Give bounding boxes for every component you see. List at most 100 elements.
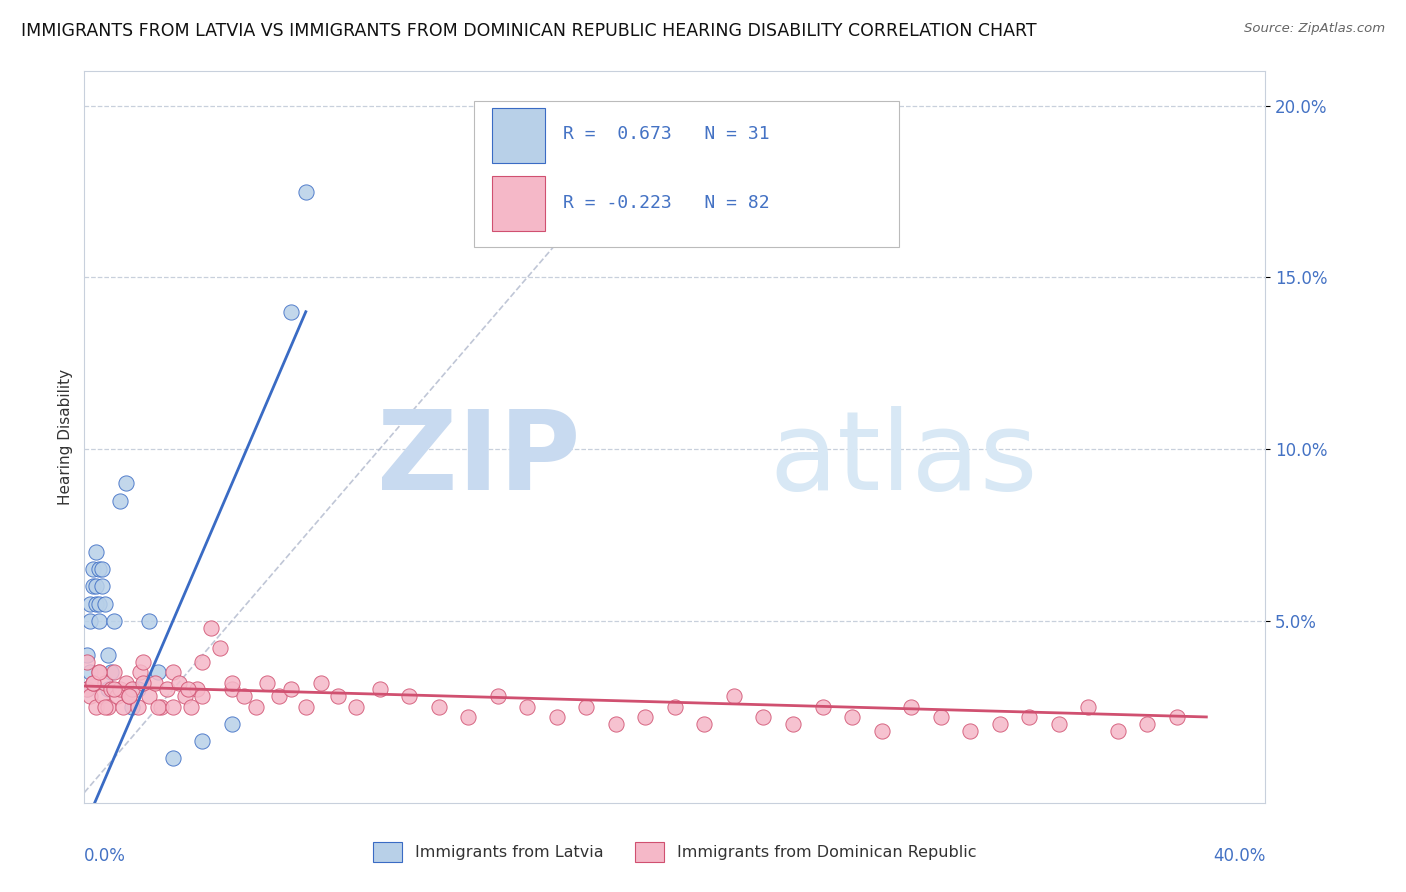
Point	[368, 682, 391, 697]
Point	[97, 648, 120, 662]
Text: ZIP: ZIP	[377, 406, 581, 513]
Point	[516, 699, 538, 714]
Point	[245, 699, 267, 714]
Point	[1047, 716, 1070, 731]
Point	[143, 675, 166, 690]
Point	[575, 699, 598, 714]
Point	[148, 699, 170, 714]
Point	[457, 710, 479, 724]
Point	[427, 699, 450, 714]
Point	[191, 734, 214, 748]
Point	[82, 579, 104, 593]
Point	[256, 675, 278, 690]
Point	[180, 699, 202, 714]
Point	[173, 690, 195, 704]
Point	[486, 690, 509, 704]
Point	[232, 690, 254, 704]
Point	[900, 699, 922, 714]
Point	[94, 597, 117, 611]
Point	[1166, 710, 1188, 724]
Point	[84, 699, 107, 714]
Point	[82, 675, 104, 690]
Point	[87, 597, 111, 611]
Point	[79, 597, 101, 611]
Point	[103, 614, 125, 628]
Text: 40.0%: 40.0%	[1213, 847, 1265, 864]
Point	[87, 665, 111, 680]
Point	[138, 614, 160, 628]
Point	[693, 716, 716, 731]
Point	[84, 579, 107, 593]
Point	[82, 675, 104, 690]
Point	[191, 655, 214, 669]
Text: 0.0%: 0.0%	[84, 847, 127, 864]
Point	[1107, 723, 1129, 738]
Point	[221, 716, 243, 731]
Point	[752, 710, 775, 724]
Point	[929, 710, 952, 724]
Y-axis label: Hearing Disability: Hearing Disability	[58, 369, 73, 505]
Point	[295, 699, 318, 714]
Point	[841, 710, 863, 724]
Text: IMMIGRANTS FROM LATVIA VS IMMIGRANTS FROM DOMINICAN REPUBLIC HEARING DISABILITY : IMMIGRANTS FROM LATVIA VS IMMIGRANTS FRO…	[21, 22, 1036, 40]
Point	[280, 682, 302, 697]
Point	[723, 690, 745, 704]
Point	[221, 675, 243, 690]
Point	[328, 690, 350, 704]
Point	[94, 675, 117, 690]
Point	[100, 665, 122, 680]
Point	[959, 723, 981, 738]
Point	[1136, 716, 1159, 731]
Point	[105, 690, 128, 704]
Point	[344, 699, 367, 714]
Point	[84, 597, 107, 611]
Point	[79, 614, 101, 628]
Legend: Immigrants from Latvia, Immigrants from Dominican Republic: Immigrants from Latvia, Immigrants from …	[367, 836, 983, 868]
Point	[76, 682, 98, 697]
Point	[269, 690, 291, 704]
Point	[87, 665, 111, 680]
Point	[664, 699, 686, 714]
Point	[84, 545, 107, 559]
Point	[209, 641, 232, 656]
Point	[186, 682, 208, 697]
Point	[870, 723, 893, 738]
Point	[118, 690, 141, 704]
Point	[118, 690, 141, 704]
Point	[108, 682, 131, 697]
Point	[988, 716, 1011, 731]
Point	[76, 648, 98, 662]
Point	[87, 562, 111, 576]
Point	[79, 690, 101, 704]
Point	[82, 562, 104, 576]
Bar	[492, 176, 546, 231]
Bar	[492, 108, 546, 162]
Point	[76, 655, 98, 669]
Point	[91, 690, 114, 704]
Point	[114, 675, 136, 690]
Point	[150, 699, 173, 714]
Point	[162, 665, 184, 680]
Point	[97, 699, 120, 714]
Point	[167, 675, 190, 690]
Point	[94, 699, 117, 714]
Text: Source: ZipAtlas.com: Source: ZipAtlas.com	[1244, 22, 1385, 36]
Point	[111, 699, 134, 714]
Point	[200, 621, 222, 635]
Point	[121, 682, 143, 697]
Point	[127, 682, 149, 697]
Point	[1077, 699, 1099, 714]
Point	[309, 675, 332, 690]
Point	[811, 699, 834, 714]
Point	[280, 304, 302, 318]
Point	[162, 699, 184, 714]
Point	[162, 751, 184, 765]
Point	[132, 675, 155, 690]
Point	[91, 562, 114, 576]
Point	[634, 710, 657, 724]
FancyBboxPatch shape	[474, 101, 900, 247]
Text: R =  0.673   N = 31: R = 0.673 N = 31	[562, 125, 769, 143]
Point	[97, 682, 120, 697]
Point	[546, 710, 568, 724]
Point	[121, 699, 143, 714]
